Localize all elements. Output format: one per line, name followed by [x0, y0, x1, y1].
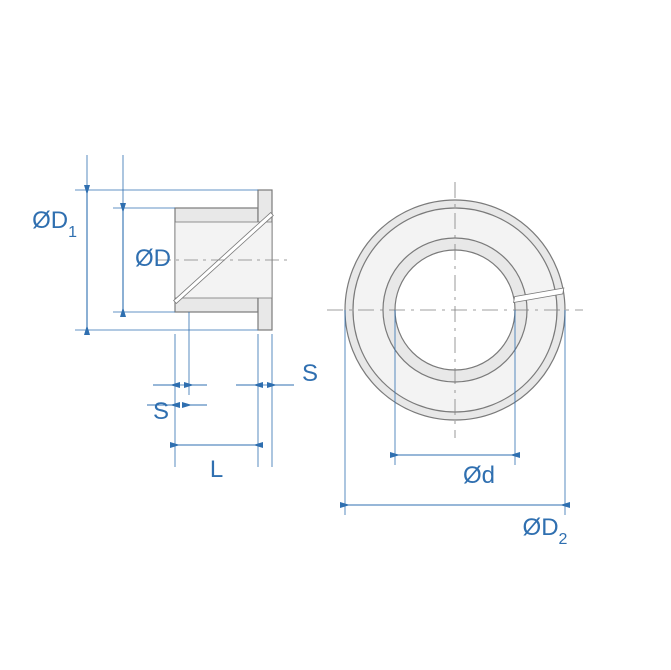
- dim-label-S_left: S: [153, 398, 169, 425]
- dim-label-D2: ØD2: [523, 514, 568, 548]
- dim-label-L: L: [210, 456, 223, 483]
- front-view: Ød ØD2: [327, 182, 583, 548]
- dim-label-D: ØD: [135, 245, 171, 272]
- dim-label-S_right: S: [302, 360, 318, 387]
- dim-label-d: Ød: [463, 462, 495, 489]
- dim-label-D1: ØD1: [32, 207, 77, 241]
- side-view: ØD1 ØD S S L: [32, 155, 318, 483]
- bushing-diagram: ØD1 ØD S S L Ød ØD2: [0, 0, 671, 670]
